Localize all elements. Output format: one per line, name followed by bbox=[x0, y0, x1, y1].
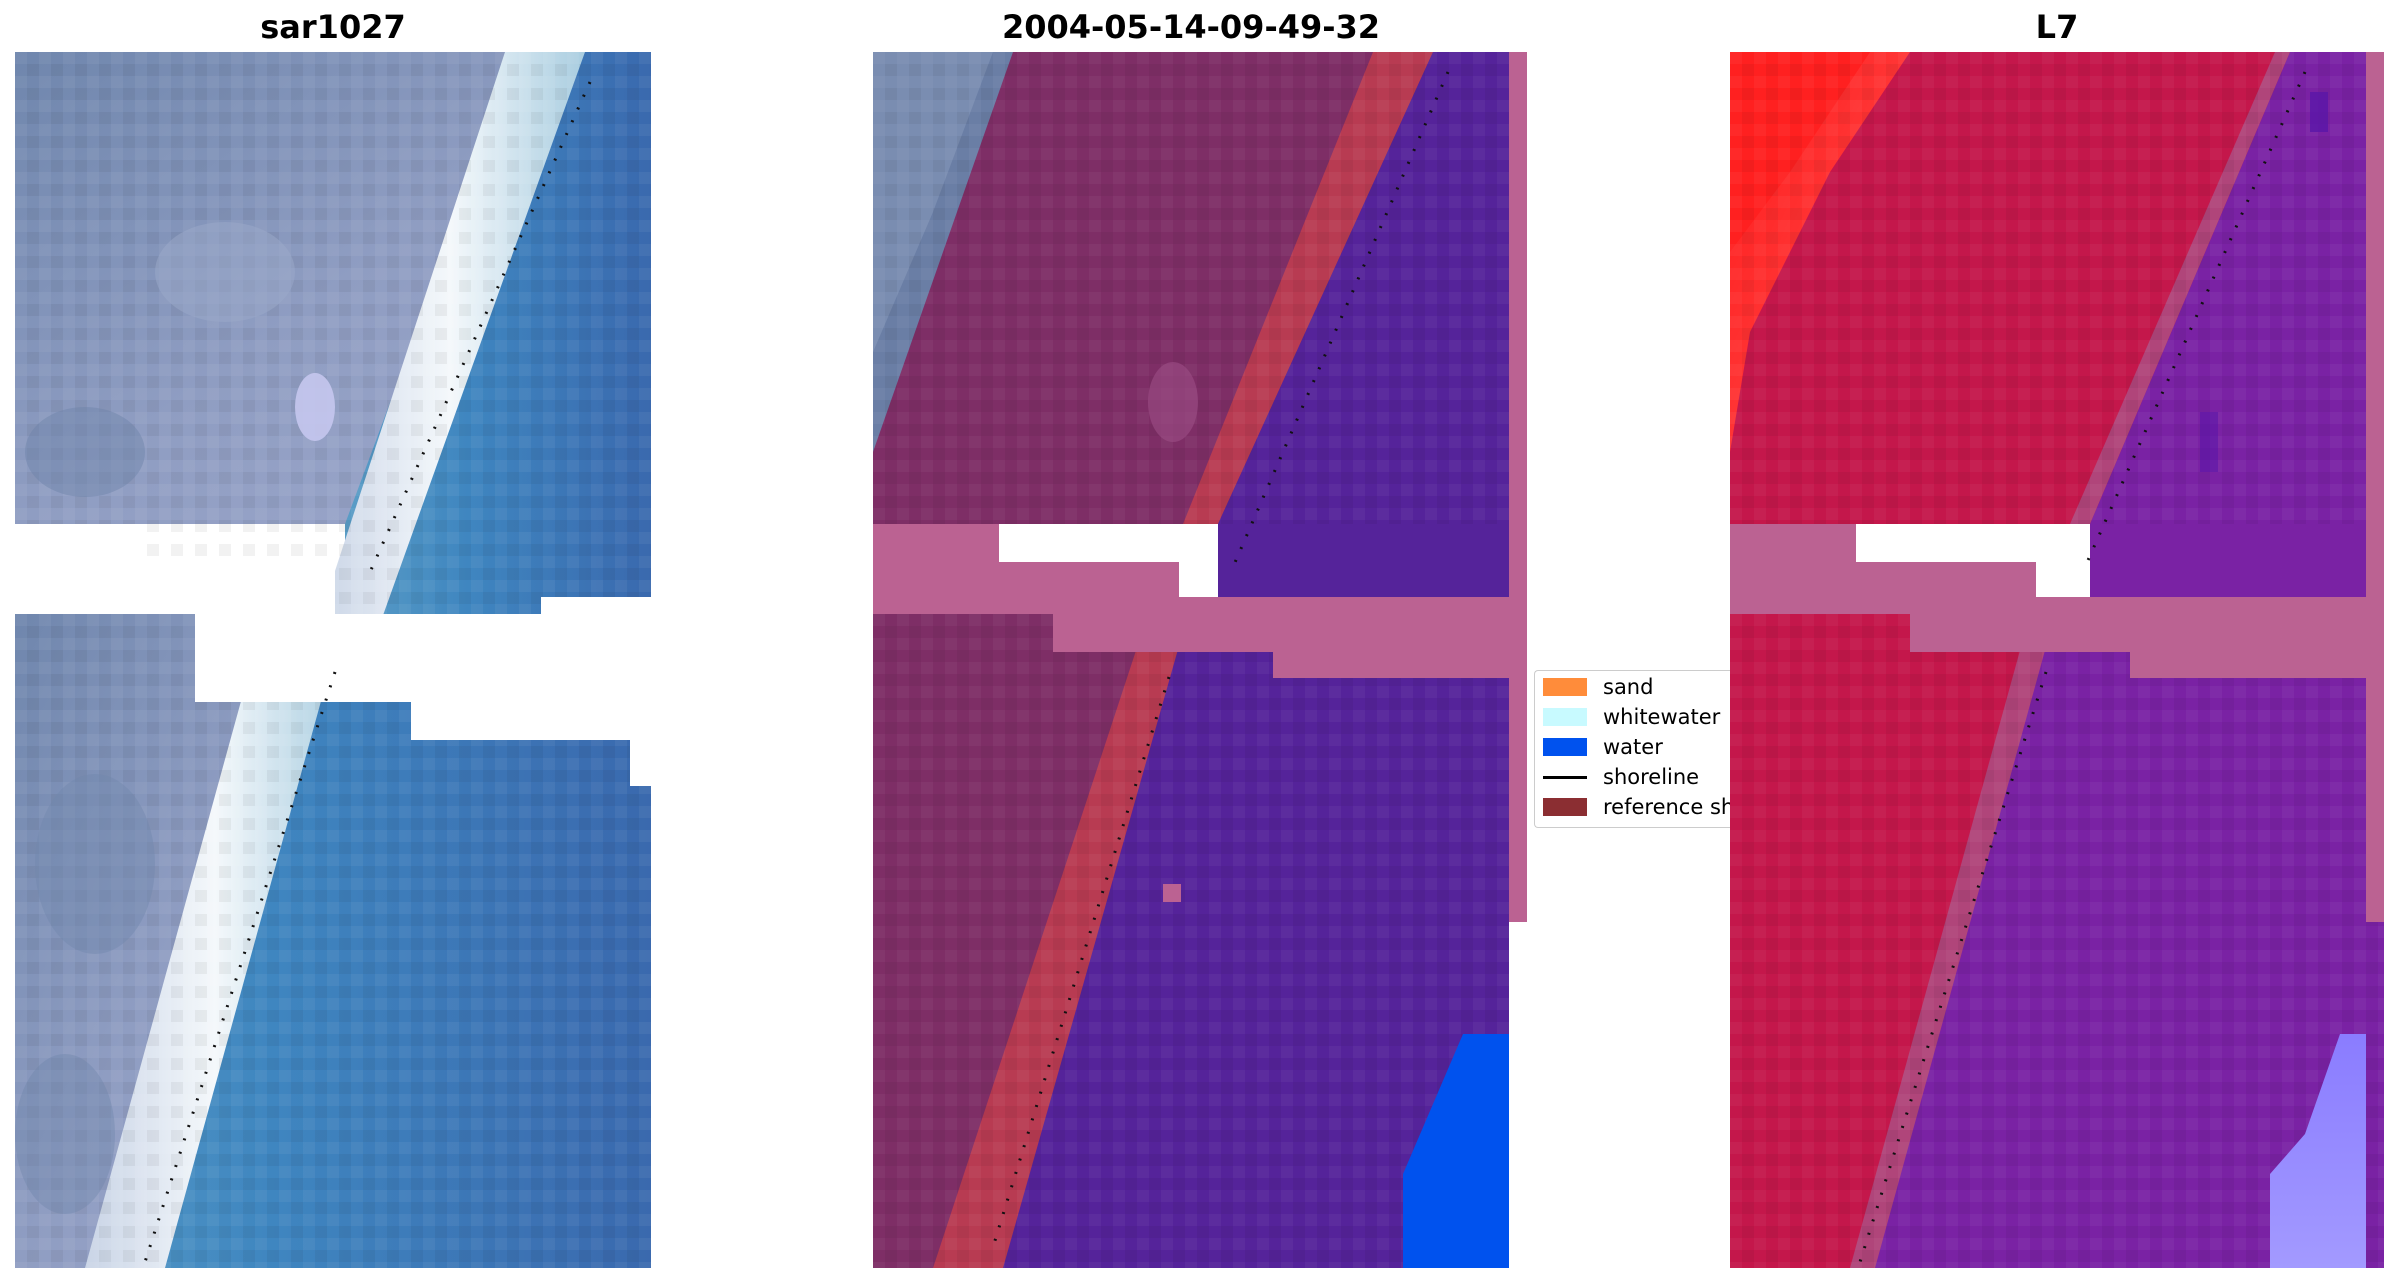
rgb-image-panel bbox=[15, 52, 651, 1268]
whitewater-swatch bbox=[1543, 708, 1587, 726]
index-image-top bbox=[1730, 52, 2384, 632]
panel-title-index: L7 bbox=[2035, 8, 2079, 46]
index-image-bottom bbox=[1730, 614, 2384, 1268]
shoreline-dotted-bottom bbox=[143, 671, 337, 1263]
shoreline-dotted-bottom bbox=[991, 676, 1171, 1248]
shoreline-line-swatch bbox=[1543, 775, 1587, 779]
rgb-image-bottom bbox=[15, 614, 651, 1268]
legend-item-water: water bbox=[1543, 734, 1663, 760]
shoreline-dotted-top bbox=[1231, 71, 1450, 568]
panel-title-classified: 2004-05-14-09-49-32 bbox=[1001, 8, 1381, 46]
shoreline-dotted-bottom bbox=[1858, 671, 2048, 1263]
nodata-band bbox=[1730, 52, 2384, 922]
legend-item-shoreline: shoreline bbox=[1543, 764, 1699, 790]
index-image-panel bbox=[1730, 52, 2384, 1268]
classified-image-top bbox=[873, 52, 1509, 632]
sand-swatch bbox=[1543, 678, 1587, 696]
legend-label-shoreline: shoreline bbox=[1603, 765, 1700, 789]
legend: sand whitewater water shoreline referenc… bbox=[1534, 670, 1746, 828]
nodata-band bbox=[873, 52, 1527, 922]
rgb-image-top bbox=[15, 52, 651, 632]
panel-title-rgb: sar1027 bbox=[260, 8, 406, 46]
legend-label-whitewater: whitewater bbox=[1603, 705, 1721, 729]
legend-item-reference-shoreline: reference shoreline bbox=[1543, 794, 1746, 820]
legend-label-water: water bbox=[1603, 735, 1663, 759]
legend-label-sand: sand bbox=[1603, 675, 1654, 699]
legend-item-whitewater: whitewater bbox=[1543, 704, 1720, 730]
legend-label-reference-shoreline: reference shoreline bbox=[1603, 795, 1746, 819]
legend-item-sand: sand bbox=[1543, 674, 1653, 700]
classified-image-bottom bbox=[873, 614, 1509, 1268]
reference-shoreline-swatch bbox=[1543, 798, 1587, 816]
water-swatch bbox=[1543, 738, 1587, 756]
classified-image-panel bbox=[873, 52, 1527, 1268]
